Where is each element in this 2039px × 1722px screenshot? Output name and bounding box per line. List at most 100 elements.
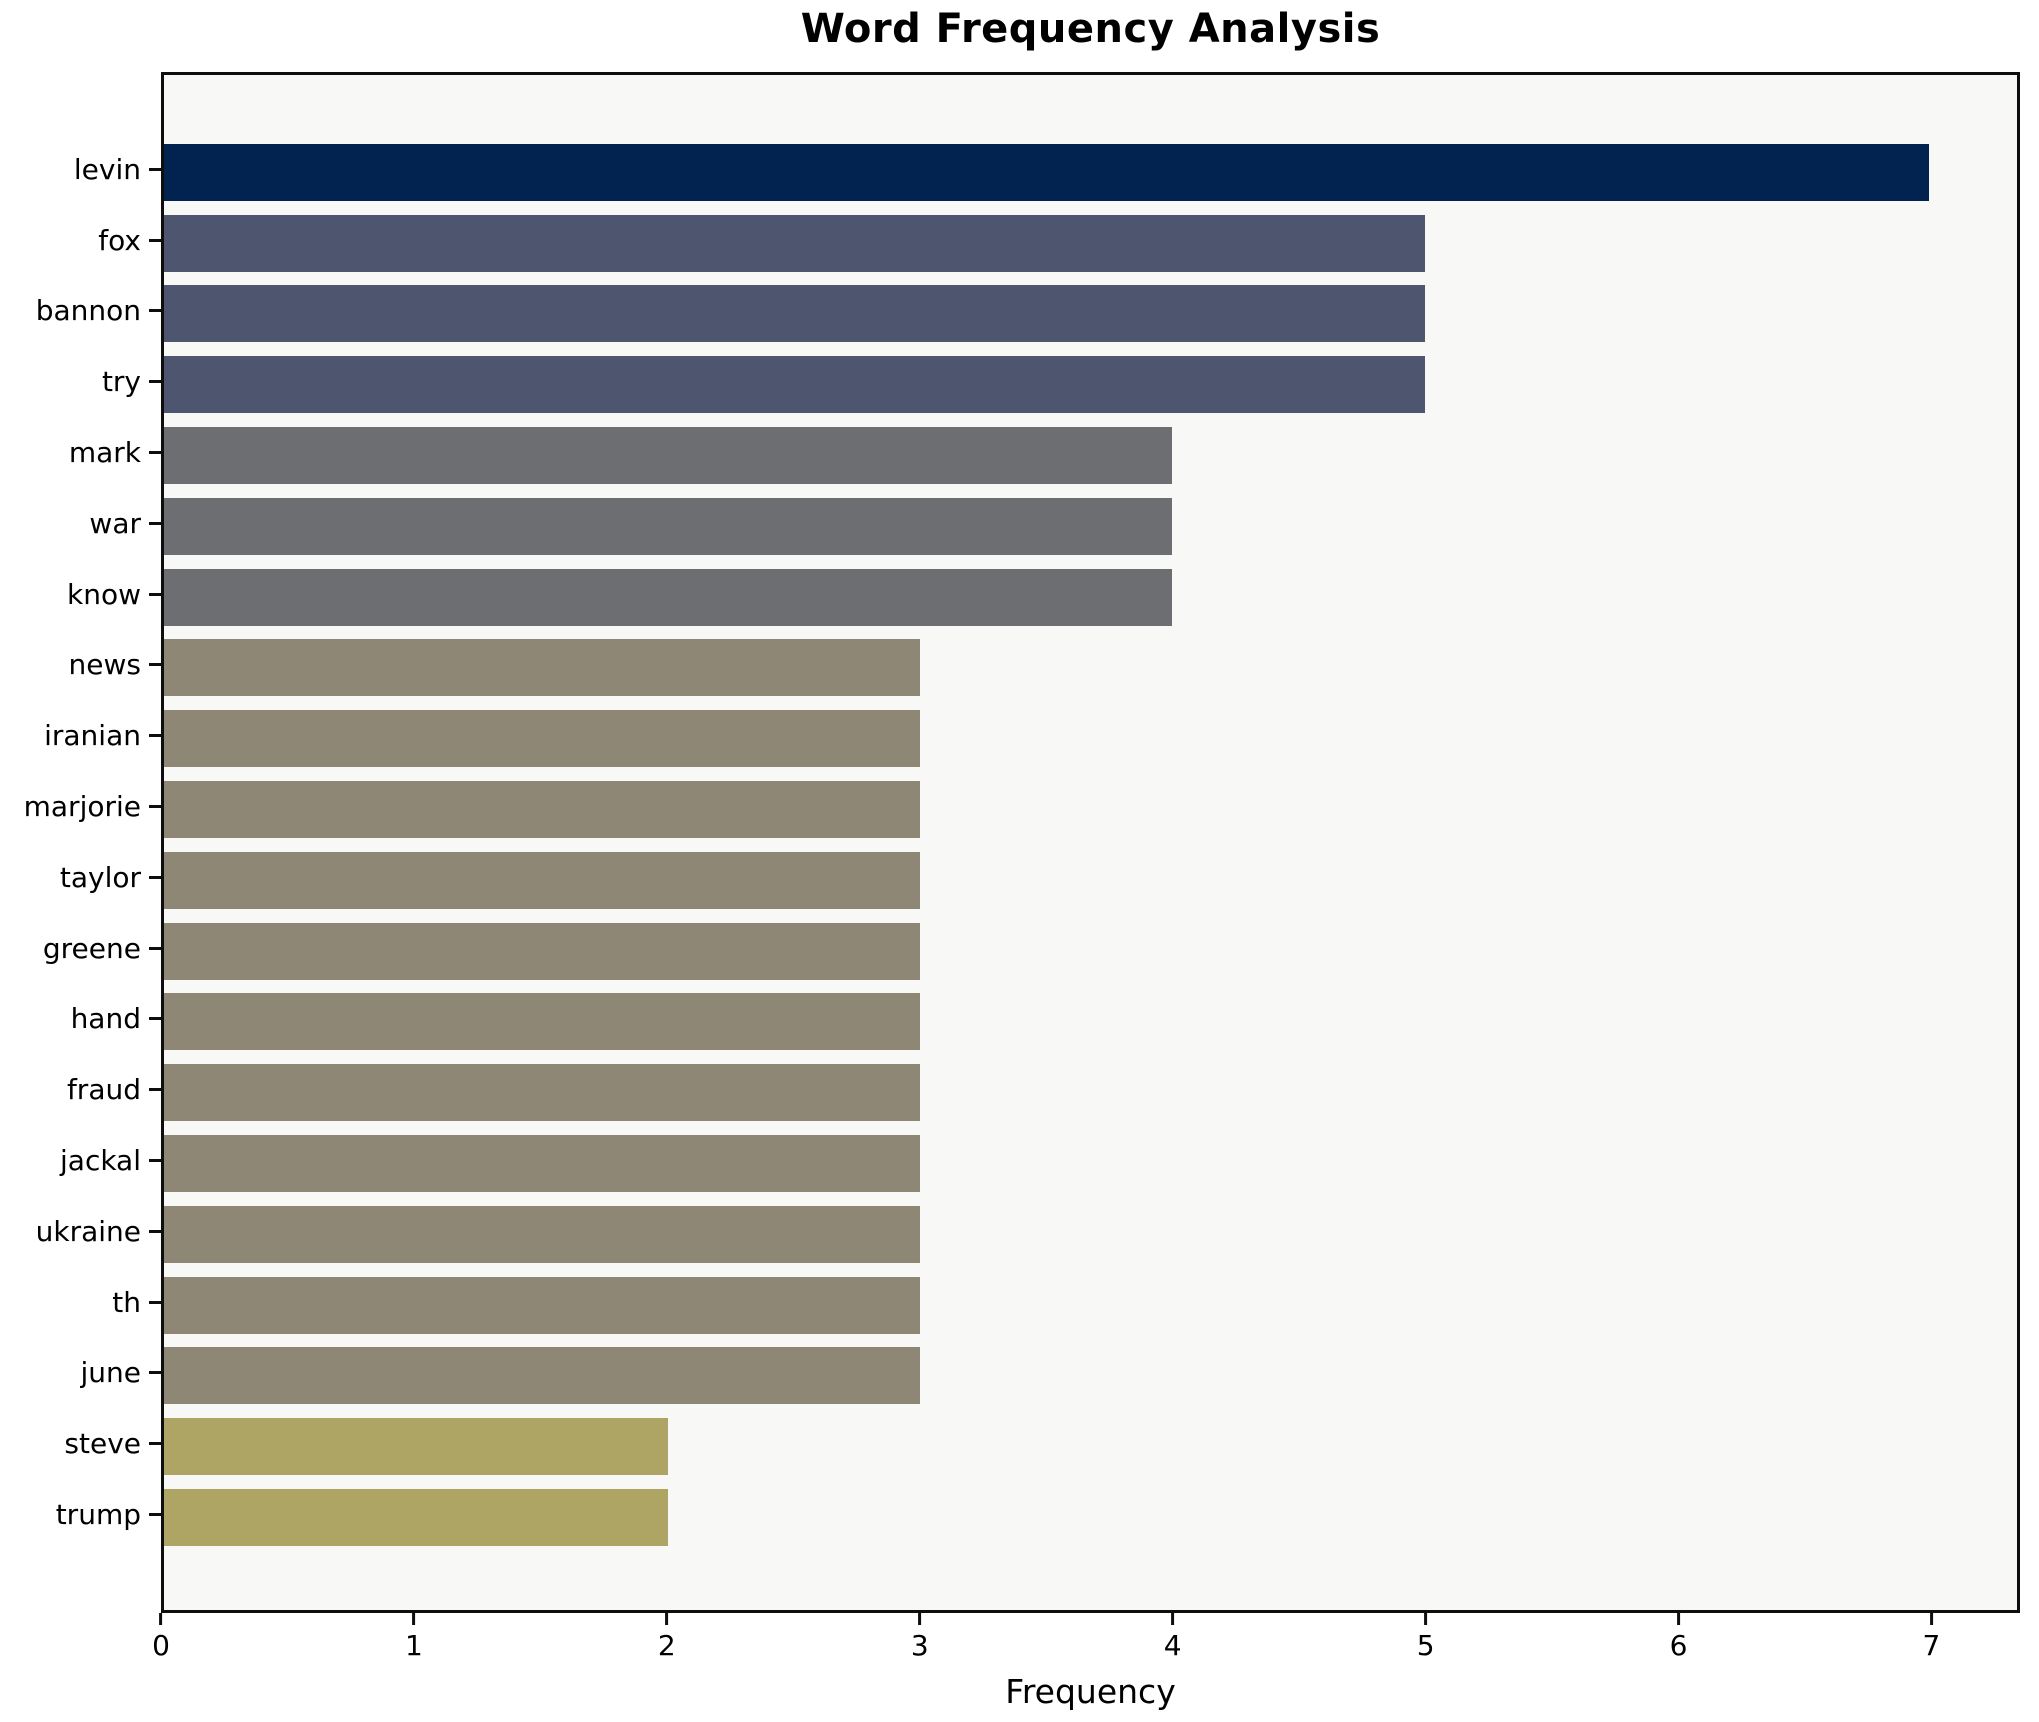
y-tick-mark: [149, 663, 161, 667]
bar-levin: [164, 143, 1929, 201]
x-tick-mark: [1677, 1613, 1681, 1625]
y-label-bannon: bannon: [35, 294, 141, 328]
y-label-levin: levin: [73, 152, 141, 186]
bar-mark: [164, 427, 1173, 485]
y-label-row-hand: hand: [0, 984, 161, 1055]
bar-row-taylor: [164, 845, 2017, 916]
bar-war: [164, 497, 1173, 555]
x-tick-mark: [159, 1613, 163, 1625]
bar-row-th: [164, 1270, 2017, 1341]
x-tick-label-3: 3: [910, 1629, 929, 1662]
y-label-marjorie: marjorie: [23, 790, 141, 824]
bar-greene: [164, 922, 921, 980]
y-label-row-th: th: [0, 1267, 161, 1338]
y-label-row-mark: mark: [0, 417, 161, 488]
bar-hand: [164, 993, 921, 1051]
y-label-row-war: war: [0, 488, 161, 559]
y-label-th: th: [112, 1285, 141, 1319]
x-tick-3: 3: [911, 1613, 929, 1662]
bar-row-trump: [164, 1482, 2017, 1553]
y-label-row-levin: levin: [0, 134, 161, 205]
bar-row-news: [164, 633, 2017, 704]
y-tick-mark: [149, 1442, 161, 1446]
x-tick-6: 6: [1669, 1613, 1688, 1662]
y-label-know: know: [67, 577, 141, 611]
x-axis-title: Frequency: [1005, 1672, 1176, 1711]
x-tick-1: 1: [405, 1613, 423, 1662]
y-label-taylor: taylor: [59, 860, 141, 894]
y-label-iranian: iranian: [44, 719, 141, 753]
y-tick-mark: [149, 805, 161, 809]
x-tick-5: 5: [1417, 1613, 1435, 1662]
bar-taylor: [164, 851, 921, 909]
y-label-row-taylor: taylor: [0, 842, 161, 913]
x-tick-label-6: 6: [1669, 1629, 1688, 1662]
y-axis-labels: levin fox bannon try mark war know news iranian m…: [0, 72, 161, 1613]
y-tick-mark: [149, 238, 161, 242]
x-tick-mark: [1424, 1613, 1428, 1625]
x-tick-label-7: 7: [1922, 1629, 1941, 1662]
x-tick-mark: [918, 1613, 922, 1625]
y-tick-mark: [149, 1513, 161, 1517]
bar-bannon: [164, 285, 1425, 343]
bar-row-marjorie: [164, 774, 2017, 845]
y-tick-mark: [149, 1229, 161, 1233]
y-label-news: news: [68, 648, 141, 682]
y-label-jackal: jackal: [60, 1144, 141, 1178]
y-label-war: war: [89, 506, 141, 540]
y-tick-mark: [149, 1088, 161, 1092]
y-label-row-fraud: fraud: [0, 1054, 161, 1125]
y-label-try: try: [101, 365, 141, 399]
y-tick-mark: [149, 309, 161, 313]
bar-try: [164, 356, 1425, 414]
y-tick-mark: [149, 521, 161, 525]
y-tick-mark: [149, 1300, 161, 1304]
bar-row-ukraine: [164, 1199, 2017, 1270]
bar-news: [164, 639, 921, 697]
bar-row-bannon: [164, 279, 2017, 350]
bar-row-jackal: [164, 1128, 2017, 1199]
y-label-row-greene: greene: [0, 913, 161, 984]
bar-fox: [164, 214, 1425, 272]
y-tick-mark: [149, 167, 161, 171]
x-tick-label-4: 4: [1163, 1629, 1182, 1662]
bar-row-fox: [164, 208, 2017, 279]
bar-trump: [164, 1489, 669, 1547]
x-tick-mark: [412, 1613, 416, 1625]
y-label-row-fox: fox: [0, 205, 161, 276]
y-label-june: june: [80, 1356, 142, 1390]
y-tick-mark: [149, 1159, 161, 1163]
y-label-fraud: fraud: [66, 1073, 141, 1107]
bar-fraud: [164, 1064, 921, 1122]
bar-row-know: [164, 562, 2017, 633]
bars-layer: [164, 137, 2017, 1553]
x-tick-mark: [1171, 1613, 1175, 1625]
x-tick-label-2: 2: [657, 1629, 676, 1662]
y-tick-mark: [149, 592, 161, 596]
y-label-ukraine: ukraine: [35, 1214, 141, 1248]
y-tick-mark: [149, 380, 161, 384]
x-tick-7: 7: [1922, 1613, 1941, 1662]
x-axis: 0 1 2 3 4 5 6 7: [152, 1613, 2020, 1683]
y-tick-mark: [149, 946, 161, 950]
bar-row-june: [164, 1341, 2017, 1412]
bar-row-hand: [164, 987, 2017, 1058]
x-tick-0: 0: [152, 1613, 170, 1662]
y-tick-mark: [149, 875, 161, 879]
x-tick-label-1: 1: [405, 1629, 423, 1662]
y-label-row-ukraine: ukraine: [0, 1196, 161, 1267]
bar-june: [164, 1347, 921, 1405]
y-label-row-iranian: iranian: [0, 700, 161, 771]
x-tick-label-5: 5: [1416, 1629, 1435, 1662]
y-label-row-june: june: [0, 1338, 161, 1409]
bar-row-mark: [164, 420, 2017, 491]
bar-jackal: [164, 1135, 921, 1193]
y-label-fox: fox: [98, 223, 141, 257]
y-tick-mark: [149, 451, 161, 455]
bar-row-try: [164, 349, 2017, 420]
bar-row-war: [164, 491, 2017, 562]
y-label-row-trump: trump: [0, 1479, 161, 1550]
y-tick-mark: [149, 1371, 161, 1375]
bar-row-fraud: [164, 1057, 2017, 1128]
